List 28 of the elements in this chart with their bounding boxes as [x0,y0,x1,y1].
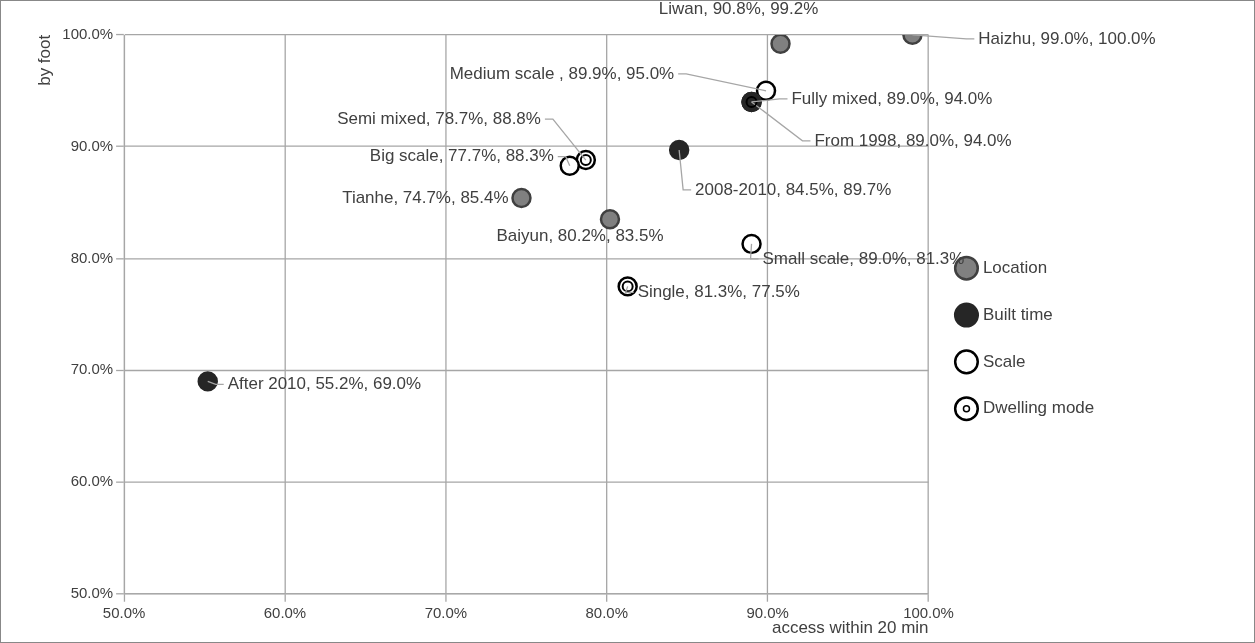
data-label: Small scale, 89.0%, 81.3% [762,248,965,268]
legend-label: Dwelling mode [982,398,1095,418]
x-tick-label: 60.0% [263,603,307,621]
data-label: Medium scale , 89.9%, 95.0% [449,63,675,83]
data-label: Big scale, 77.7%, 88.3% [369,146,554,166]
data-label: Semi mixed, 78.7%, 88.8% [337,108,541,128]
data-label: Fully mixed, 89.0%, 94.0% [791,88,993,108]
data-label: 2008-2010, 84.5%, 89.7% [695,179,892,199]
y-axis-title: by foot [34,34,54,86]
data-label: Haizhu, 99.0%, 100.0% [978,28,1156,48]
y-tick-label: 80.0% [70,248,114,266]
x-tick-label: 50.0% [102,603,146,621]
data-label: Baiyun, 80.2%, 83.5% [496,225,664,245]
legend-label: Location [982,257,1048,277]
data-label: After 2010, 55.2%, 69.0% [227,374,422,394]
y-tick-label: 100.0% [62,25,114,43]
data-label: From 1998, 89.0%, 94.0% [814,130,1012,150]
legend-label: Built time [982,304,1053,324]
legend-label: Scale [982,351,1026,371]
y-tick-label: 70.0% [70,360,114,378]
y-tick-label: 50.0% [70,583,114,601]
y-tick-label: 90.0% [70,136,114,154]
x-tick-label: 70.0% [424,603,468,621]
data-label: Tianhe, 74.7%, 85.4% [342,187,509,207]
data-label: Liwan, 90.8%, 99.2% [658,0,819,18]
data-label: Single, 81.3%, 77.5% [637,282,800,302]
x-tick-label: 80.0% [585,603,628,621]
y-tick-label: 60.0% [70,472,114,490]
